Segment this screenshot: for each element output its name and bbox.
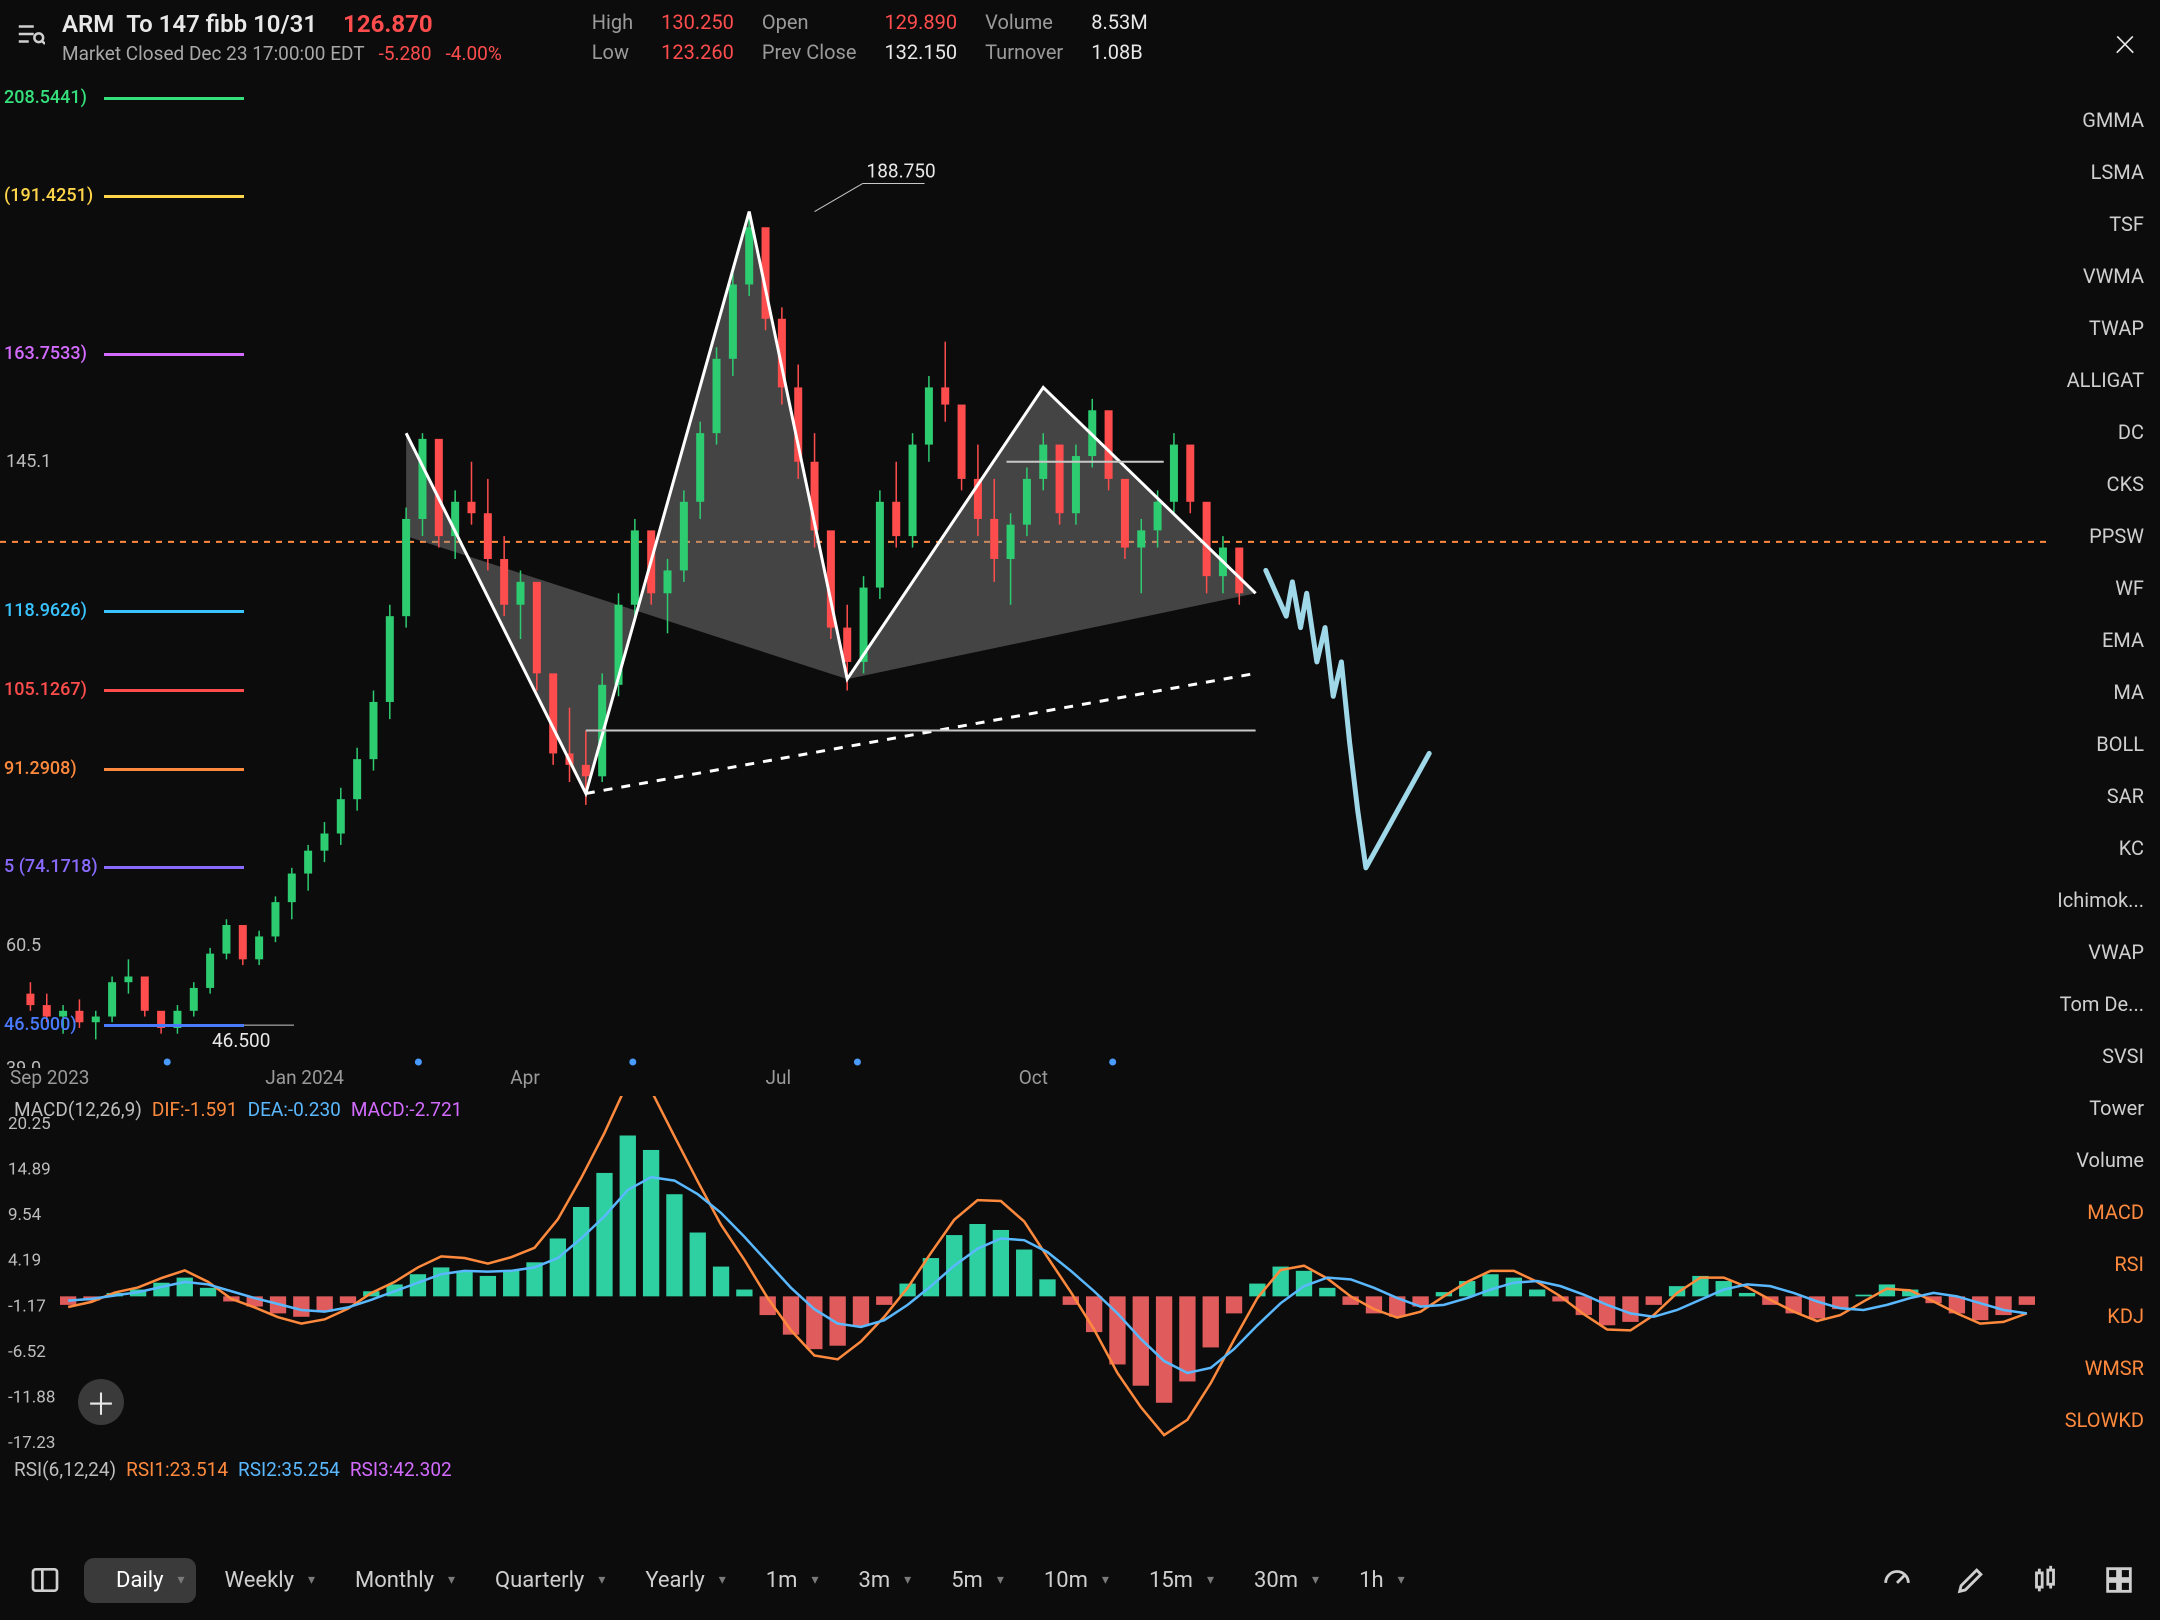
rail-item-volume[interactable]: Volume — [2052, 1134, 2160, 1186]
rail-item-twap[interactable]: TWAP — [2052, 302, 2160, 354]
chevron-down-icon[interactable]: ▾ — [719, 1572, 726, 1588]
rsi-pane[interactable]: RSI(6,12,24) RSI1:23.514 RSI2:35.254 RSI… — [0, 1452, 2052, 1492]
ohlc-grid: High130.250 Open129.890 Volume8.53M Low1… — [592, 10, 1148, 64]
macd-pane[interactable]: MACD(12,26,9) DIF:-1.591 DEA:-0.230 MACD… — [0, 1096, 2052, 1451]
x-date-label: Sep 2023 — [10, 1066, 89, 1089]
svg-text:60.5: 60.5 — [6, 935, 41, 956]
rail-item-tsf[interactable]: TSF — [2052, 198, 2160, 250]
x-axis-dates: Sep 2023 Jan 2024 Apr Jul Oct — [0, 1066, 2052, 1094]
rail-item-rsi[interactable]: RSI — [2052, 1238, 2160, 1290]
panel-toggle-icon[interactable] — [24, 1559, 66, 1601]
price-level-label: 91.2908) — [4, 758, 77, 779]
rail-item-vwma[interactable]: VWMA — [2052, 250, 2160, 302]
rail-item-kdj[interactable]: KDJ — [2052, 1290, 2160, 1342]
price-chart[interactable]: 39.060.5145.1188.75046.500208.5441)(191.… — [0, 90, 2052, 1068]
x-date-label: Apr — [510, 1066, 540, 1089]
svg-text:-11.88: -11.88 — [8, 1387, 55, 1407]
grid-icon[interactable] — [2102, 1563, 2136, 1597]
close-icon[interactable]: × — [2114, 16, 2136, 65]
price-level-label: 163.7533) — [4, 343, 87, 364]
chevron-down-icon[interactable]: ▾ — [811, 1572, 818, 1588]
chevron-down-icon[interactable]: ▾ — [997, 1572, 1004, 1588]
rail-item-gmma[interactable]: GMMA — [2052, 94, 2160, 146]
price-level-bar — [104, 97, 244, 100]
price-level-bar — [104, 689, 244, 692]
rail-item-vwap[interactable]: VWAP — [2052, 926, 2160, 978]
chevron-down-icon[interactable]: ▾ — [598, 1572, 605, 1588]
rail-item-tower[interactable]: Tower — [2052, 1082, 2160, 1134]
timeframe-weekly[interactable]: Weekly — [193, 1558, 326, 1603]
rail-item-tomde[interactable]: Tom De... — [2052, 978, 2160, 1030]
timeframe-monthly[interactable]: Monthly — [323, 1558, 466, 1603]
rail-item-sar[interactable]: SAR — [2052, 770, 2160, 822]
timeframe-tabs: Daily▾Weekly▾Monthly▾Quarterly▾Yearly▾1m… — [84, 1558, 1409, 1603]
speed-icon[interactable] — [1880, 1563, 1914, 1597]
price-level-label: 46.5000) — [4, 1014, 77, 1035]
svg-text:145.1: 145.1 — [6, 451, 51, 472]
rail-item-wf[interactable]: WF — [2052, 562, 2160, 614]
chevron-down-icon[interactable]: ▾ — [448, 1572, 455, 1588]
x-date-label: Jan 2024 — [265, 1066, 344, 1089]
indicator-rail: GMMALSMATSFVWMATWAPALLIGATDCCKSPPSWWFEMA… — [2052, 94, 2160, 1446]
chevron-down-icon[interactable]: ▾ — [904, 1572, 911, 1588]
price-level-label: 208.5441) — [4, 87, 87, 108]
rail-item-ma[interactable]: MA — [2052, 666, 2160, 718]
svg-text:9.54: 9.54 — [8, 1205, 42, 1225]
price-level-bar — [104, 610, 244, 613]
svg-text:20.25: 20.25 — [8, 1114, 51, 1134]
svg-text:188.750: 188.750 — [867, 160, 936, 183]
price-level-bar — [104, 195, 244, 198]
chevron-down-icon[interactable]: ▾ — [178, 1572, 185, 1588]
price-change-abs: -5.280 — [379, 42, 432, 65]
last-price: 126.870 — [343, 10, 433, 38]
svg-text:4.19: 4.19 — [8, 1251, 41, 1271]
price-level-bar — [104, 768, 244, 771]
x-date-label: Oct — [1019, 1066, 1048, 1089]
rail-item-alligat[interactable]: ALLIGAT — [2052, 354, 2160, 406]
rail-item-slowkd[interactable]: SLOWKD — [2052, 1394, 2160, 1446]
svg-text:14.89: 14.89 — [8, 1160, 51, 1180]
price-level-label: 118.9626) — [4, 600, 87, 621]
svg-text:-1.17: -1.17 — [8, 1296, 46, 1316]
draw-icon[interactable] — [1954, 1563, 1988, 1597]
price-change-pct: -4.00% — [446, 42, 502, 65]
rail-item-kc[interactable]: KC — [2052, 822, 2160, 874]
chevron-down-icon[interactable]: ▾ — [1398, 1572, 1405, 1588]
rail-item-boll[interactable]: BOLL — [2052, 718, 2160, 770]
x-date-label: Jul — [766, 1066, 792, 1089]
rail-item-dc[interactable]: DC — [2052, 406, 2160, 458]
chevron-down-icon[interactable]: ▾ — [1102, 1572, 1109, 1588]
chevron-down-icon[interactable]: ▾ — [1207, 1572, 1214, 1588]
chevron-down-icon[interactable]: ▾ — [308, 1572, 315, 1588]
rsi-legend: RSI(6,12,24) RSI1:23.514 RSI2:35.254 RSI… — [14, 1458, 452, 1481]
rail-item-svsi[interactable]: SVSI — [2052, 1030, 2160, 1082]
rail-item-ema[interactable]: EMA — [2052, 614, 2160, 666]
price-level-bar — [104, 866, 244, 869]
rail-item-wmsr[interactable]: WMSR — [2052, 1342, 2160, 1394]
rail-item-macd[interactable]: MACD — [2052, 1186, 2160, 1238]
price-level-label: 105.1267) — [4, 679, 87, 700]
bottom-toolbar: Daily▾Weekly▾Monthly▾Quarterly▾Yearly▾1m… — [0, 1540, 2160, 1620]
rail-item-lsma[interactable]: LSMA — [2052, 146, 2160, 198]
rail-item-ichimok[interactable]: Ichimok... — [2052, 874, 2160, 926]
svg-text:-6.52: -6.52 — [8, 1342, 46, 1362]
candlestick-icon[interactable] — [2028, 1563, 2062, 1597]
timeframe-quarterly[interactable]: Quarterly — [463, 1558, 616, 1603]
price-level-bar — [104, 353, 244, 356]
chevron-down-icon[interactable]: ▾ — [1312, 1572, 1319, 1588]
price-level-label: 5 (74.1718) — [4, 856, 98, 877]
price-level-bar — [104, 1024, 244, 1027]
rail-item-ppsw[interactable]: PPSW — [2052, 510, 2160, 562]
market-status: Market Closed Dec 23 17:00:00 EDT — [62, 42, 365, 65]
price-level-label: (191.4251) — [4, 185, 93, 206]
svg-text:-17.23: -17.23 — [8, 1433, 55, 1451]
symbol[interactable]: ARM To 147 fibb 10/31 — [62, 10, 317, 38]
header: ARM To 147 fibb 10/31 126.870 Market Clo… — [0, 10, 2076, 82]
rail-item-cks[interactable]: CKS — [2052, 458, 2160, 510]
svg-text:46.500: 46.500 — [212, 1029, 270, 1052]
